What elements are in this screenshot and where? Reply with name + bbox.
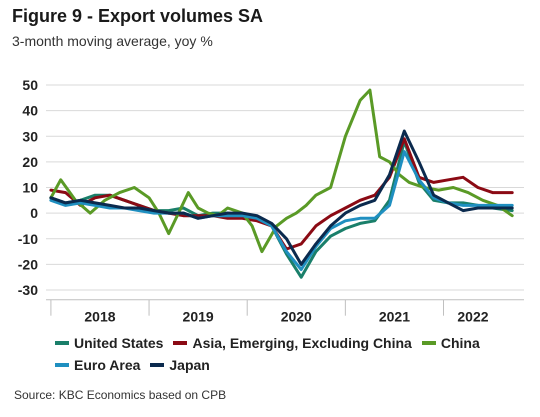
grid-lines (46, 84, 524, 291)
legend-item: China (421, 335, 480, 351)
x-tick-label: 2022 (457, 309, 488, 325)
x-tick-label: 2018 (84, 309, 115, 325)
legend-item: Euro Area (55, 357, 140, 373)
y-tick-label: -20 (18, 256, 38, 272)
legend-row: United States Asia, Emerging, Excluding C… (55, 332, 535, 354)
source-note: Source: KBC Economics based on CPB (14, 388, 227, 402)
legend-swatch (55, 341, 69, 345)
legend-label: Asia, Emerging, Excluding China (192, 335, 412, 351)
legend-swatch (173, 341, 188, 345)
legend-item: Asia, Emerging, Excluding China (173, 335, 412, 351)
legend-row: Euro Area Japan (55, 354, 535, 376)
legend: United States Asia, Emerging, Excluding C… (55, 332, 535, 376)
series-lines (49, 88, 514, 279)
y-tick-label: 40 (22, 103, 38, 119)
chart-subtitle: 3-month moving average, yoy % (12, 33, 213, 49)
y-tick-label: -10 (18, 231, 38, 247)
legend-label: United States (74, 335, 164, 351)
chart-title: Figure 9 - Export volumes SA (12, 6, 264, 26)
legend-label: Japan (169, 357, 210, 373)
legend-swatch (55, 363, 69, 367)
y-tick-label: 30 (22, 128, 38, 144)
legend-item: United States (55, 335, 163, 351)
y-tick-label: 0 (30, 205, 38, 221)
series-line-euro-area (49, 150, 514, 271)
y-tick-label: 10 (22, 180, 38, 196)
legend-label: Euro Area (74, 357, 141, 373)
x-tick-label: 2020 (281, 309, 312, 325)
x-axis: 2018 2019 2020 2021 2022 (46, 299, 524, 325)
series-line-china (49, 88, 514, 254)
y-tick-label: 20 (22, 154, 38, 170)
legend-swatch (421, 341, 436, 345)
series-line-japan (49, 129, 514, 266)
legend-label: China (440, 335, 480, 351)
y-tick-label: -30 (18, 282, 38, 298)
y-tick-label: 50 (22, 77, 38, 93)
legend-item: Japan (150, 357, 210, 373)
x-tick-label: 2019 (183, 309, 214, 325)
legend-swatch (150, 363, 165, 367)
y-axis-tick-labels: -30 -20 -10 0 10 20 30 40 50 (18, 77, 38, 298)
x-tick-label: 2021 (379, 309, 410, 325)
